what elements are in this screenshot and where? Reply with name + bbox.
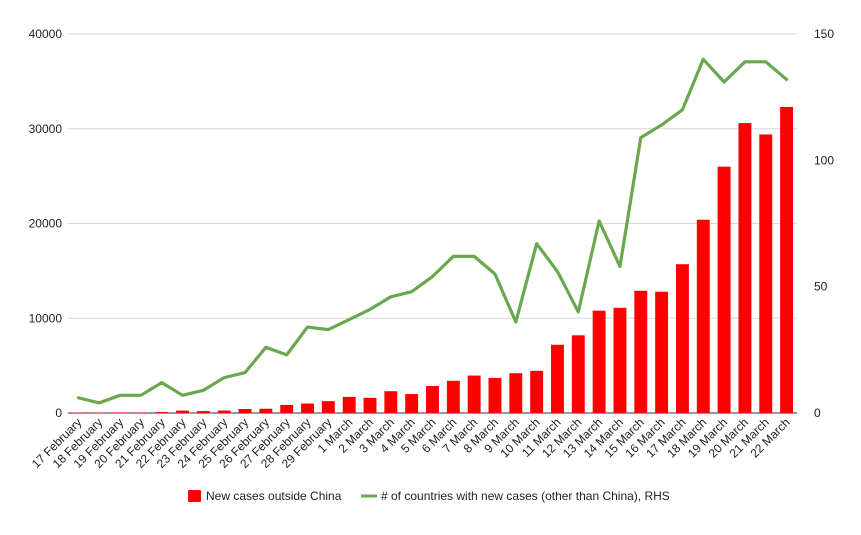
bar: [759, 134, 772, 413]
right-axis-ticks: 0 50 100 150: [814, 27, 834, 420]
bar: [509, 373, 522, 413]
bar: [343, 397, 356, 413]
bar: [780, 107, 793, 413]
left-tick-label: 40000: [29, 27, 63, 41]
legend: New cases outside China # of countries w…: [188, 489, 670, 503]
right-tick-label: 100: [814, 153, 834, 167]
bar: [551, 345, 564, 413]
legend-swatch-bar: [188, 490, 201, 502]
right-tick-label: 50: [814, 280, 828, 294]
bar: [301, 404, 314, 413]
left-tick-label: 30000: [29, 122, 63, 136]
right-tick-label: 150: [814, 27, 834, 41]
left-axis-ticks: 0 10000 20000 30000 40000: [29, 27, 63, 420]
bar: [259, 409, 272, 413]
bar: [405, 394, 418, 413]
bar: [280, 405, 293, 413]
bar: [634, 291, 647, 413]
left-tick-label: 0: [55, 406, 62, 420]
bar: [364, 398, 377, 413]
bar: [114, 412, 127, 413]
bar: [384, 391, 397, 413]
bar: [218, 411, 231, 413]
bar: [738, 123, 751, 413]
bar: [93, 413, 106, 414]
bar: [197, 411, 210, 413]
bar: [676, 264, 689, 413]
bar: [426, 386, 439, 413]
legend-label-bar: New cases outside China: [206, 489, 342, 503]
left-tick-label: 20000: [29, 217, 63, 231]
bar: [468, 376, 481, 413]
bar: [572, 335, 585, 413]
bar: [72, 413, 85, 414]
left-tick-label: 10000: [29, 311, 63, 325]
bar: [489, 378, 502, 413]
bar: [322, 401, 335, 413]
bar-series: [72, 107, 793, 413]
bar: [593, 311, 606, 413]
bar: [239, 409, 252, 413]
bar: [134, 412, 147, 413]
bar: [155, 412, 168, 413]
right-tick-label: 0: [814, 406, 821, 420]
bar: [697, 220, 710, 413]
legend-label-line: # of countries with new cases (other tha…: [381, 489, 670, 503]
bar: [530, 371, 543, 413]
bar: [614, 308, 627, 413]
bar: [655, 292, 668, 413]
bar: [447, 381, 460, 413]
bar: [718, 167, 731, 413]
bar: [176, 411, 189, 413]
